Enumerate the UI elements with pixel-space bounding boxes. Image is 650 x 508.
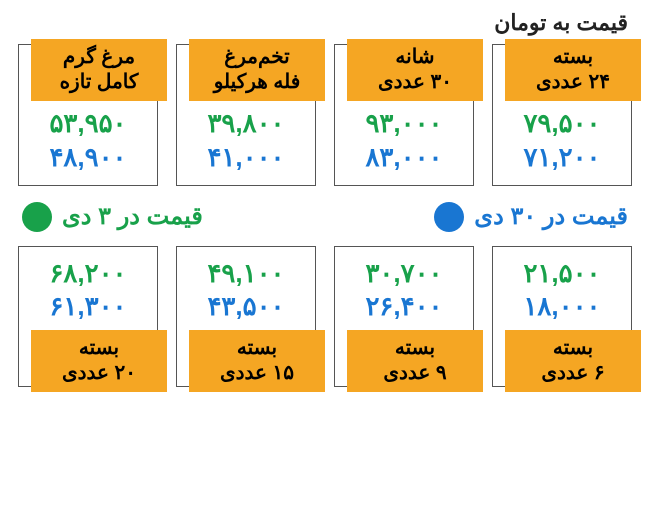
card-header-line1: تخم‌مرغ <box>199 45 315 70</box>
card-values: ۳۹,۸۰۰ ۴۱,۰۰۰ <box>177 107 315 185</box>
legend-label: قیمت در ۳ دی <box>62 202 203 231</box>
price-day30: ۸۳,۰۰۰ <box>343 141 465 175</box>
price-day30: ۲۶,۴۰۰ <box>343 290 465 324</box>
legend: قیمت در ۳ دی قیمت در ۳۰ دی <box>22 202 628 232</box>
card-values: ۳۰,۷۰۰ ۲۶,۴۰۰ <box>335 247 473 325</box>
page-title: قیمت به تومان <box>18 10 628 36</box>
card-header: بسته ۲۰ عددی <box>31 330 167 392</box>
card-header-line1: بسته <box>41 336 157 361</box>
card-header-line1: بسته <box>515 45 631 70</box>
card-header: شانه ۳۰ عددی <box>347 39 483 101</box>
card-header-line1: بسته <box>199 336 315 361</box>
price-card: ۳۰,۷۰۰ ۲۶,۴۰۰ بسته ۹ عددی <box>334 246 474 388</box>
price-day30: ۱۸,۰۰۰ <box>501 290 623 324</box>
card-header: بسته ۹ عددی <box>347 330 483 392</box>
price-card: ۲۱,۵۰۰ ۱۸,۰۰۰ بسته ۶ عددی <box>492 246 632 388</box>
price-card: شانه ۳۰ عددی ۹۳,۰۰۰ ۸۳,۰۰۰ <box>334 44 474 186</box>
card-header-line2: ۱۵ عددی <box>199 361 315 386</box>
card-header-line2: کامل تازه <box>41 70 157 95</box>
price-day3: ۳۰,۷۰۰ <box>343 257 465 291</box>
dot-icon <box>22 202 52 232</box>
price-day3: ۷۹,۵۰۰ <box>501 107 623 141</box>
card-header: بسته ۲۴ عددی <box>505 39 641 101</box>
card-header-line2: فله هرکیلو <box>199 70 315 95</box>
price-day3: ۲۱,۵۰۰ <box>501 257 623 291</box>
legend-item-day3: قیمت در ۳ دی <box>22 202 203 232</box>
card-header-line2: ۶ عددی <box>515 361 631 386</box>
card-header: بسته ۶ عددی <box>505 330 641 392</box>
card-header-line2: ۲۰ عددی <box>41 361 157 386</box>
card-header-line1: مرغ گرم <box>41 45 157 70</box>
card-values: ۷۹,۵۰۰ ۷۱,۲۰۰ <box>493 107 631 185</box>
card-header: بسته ۱۵ عددی <box>189 330 325 392</box>
bottom-row: ۶۸,۲۰۰ ۶۱,۳۰۰ بسته ۲۰ عددی ۴۹,۱۰۰ ۴۳,۵۰۰… <box>18 246 632 388</box>
price-day3: ۳۹,۸۰۰ <box>185 107 307 141</box>
price-day3: ۴۹,۱۰۰ <box>185 257 307 291</box>
card-header: تخم‌مرغ فله هرکیلو <box>189 39 325 101</box>
card-values: ۹۳,۰۰۰ ۸۳,۰۰۰ <box>335 107 473 185</box>
price-day30: ۷۱,۲۰۰ <box>501 141 623 175</box>
dot-icon <box>434 202 464 232</box>
card-header-line1: شانه <box>357 45 473 70</box>
price-day30: ۴۱,۰۰۰ <box>185 141 307 175</box>
card-header-line1: بسته <box>515 336 631 361</box>
legend-label: قیمت در ۳۰ دی <box>474 202 628 231</box>
price-card: ۶۸,۲۰۰ ۶۱,۳۰۰ بسته ۲۰ عددی <box>18 246 158 388</box>
price-card: ۴۹,۱۰۰ ۴۳,۵۰۰ بسته ۱۵ عددی <box>176 246 316 388</box>
price-day30: ۶۱,۳۰۰ <box>27 290 149 324</box>
legend-item-day30: قیمت در ۳۰ دی <box>434 202 628 232</box>
price-card: بسته ۲۴ عددی ۷۹,۵۰۰ ۷۱,۲۰۰ <box>492 44 632 186</box>
price-day3: ۶۸,۲۰۰ <box>27 257 149 291</box>
card-values: ۵۳,۹۵۰ ۴۸,۹۰۰ <box>19 107 157 185</box>
card-header-line1: بسته <box>357 336 473 361</box>
price-day3: ۹۳,۰۰۰ <box>343 107 465 141</box>
price-day3: ۵۳,۹۵۰ <box>27 107 149 141</box>
card-values: ۶۸,۲۰۰ ۶۱,۳۰۰ <box>19 247 157 325</box>
price-card: مرغ گرم کامل تازه ۵۳,۹۵۰ ۴۸,۹۰۰ <box>18 44 158 186</box>
card-header-line2: ۹ عددی <box>357 361 473 386</box>
price-day30: ۴۸,۹۰۰ <box>27 141 149 175</box>
card-values: ۴۹,۱۰۰ ۴۳,۵۰۰ <box>177 247 315 325</box>
card-header: مرغ گرم کامل تازه <box>31 39 167 101</box>
card-header-line2: ۳۰ عددی <box>357 70 473 95</box>
price-card: تخم‌مرغ فله هرکیلو ۳۹,۸۰۰ ۴۱,۰۰۰ <box>176 44 316 186</box>
card-values: ۲۱,۵۰۰ ۱۸,۰۰۰ <box>493 247 631 325</box>
card-header-line2: ۲۴ عددی <box>515 70 631 95</box>
price-day30: ۴۳,۵۰۰ <box>185 290 307 324</box>
top-row: مرغ گرم کامل تازه ۵۳,۹۵۰ ۴۸,۹۰۰ تخم‌مرغ … <box>18 44 632 186</box>
